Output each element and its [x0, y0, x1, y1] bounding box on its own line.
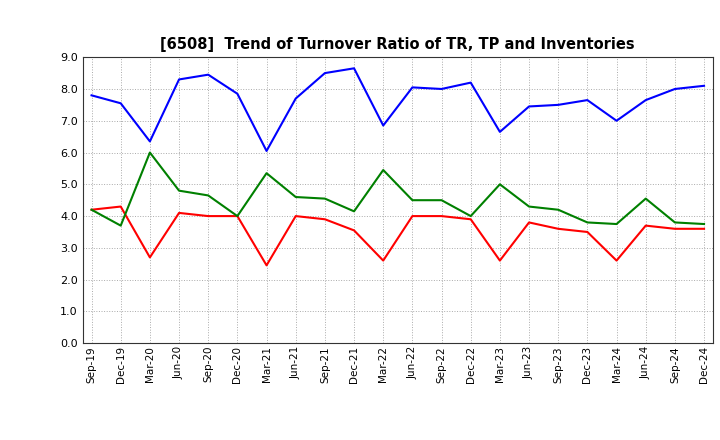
Inventories — [495, 182, 504, 187]
Trade Payables — [554, 102, 562, 107]
Inventories — [525, 204, 534, 209]
Trade Payables — [379, 123, 387, 128]
Inventories — [145, 150, 154, 155]
Inventories — [350, 209, 359, 214]
Inventories — [262, 171, 271, 176]
Trade Payables — [145, 139, 154, 144]
Trade Payables — [87, 93, 96, 98]
Inventories — [204, 193, 212, 198]
Trade Receivables — [145, 255, 154, 260]
Inventories — [467, 213, 475, 219]
Trade Receivables — [350, 228, 359, 233]
Trade Receivables — [320, 216, 329, 222]
Trade Payables — [350, 66, 359, 71]
Inventories — [700, 221, 708, 227]
Trade Payables — [700, 83, 708, 88]
Trade Receivables — [437, 213, 446, 219]
Trade Receivables — [495, 258, 504, 263]
Trade Payables — [670, 86, 679, 92]
Trade Receivables — [175, 210, 184, 216]
Trade Payables — [525, 104, 534, 109]
Inventories — [612, 221, 621, 227]
Trade Receivables — [554, 226, 562, 231]
Trade Payables — [437, 86, 446, 92]
Inventories — [292, 194, 300, 200]
Trade Receivables — [292, 213, 300, 219]
Trade Receivables — [204, 213, 212, 219]
Trade Receivables — [612, 258, 621, 263]
Trade Receivables — [87, 207, 96, 213]
Title: [6508]  Trend of Turnover Ratio of TR, TP and Inventories: [6508] Trend of Turnover Ratio of TR, TP… — [161, 37, 635, 52]
Trade Receivables — [379, 258, 387, 263]
Trade Payables — [408, 85, 417, 90]
Trade Receivables — [262, 263, 271, 268]
Trade Payables — [642, 97, 650, 103]
Inventories — [233, 213, 242, 219]
Inventories — [437, 198, 446, 203]
Trade Receivables — [467, 216, 475, 222]
Trade Payables — [204, 72, 212, 77]
Trade Receivables — [233, 213, 242, 219]
Trade Payables — [175, 77, 184, 82]
Trade Payables — [467, 80, 475, 85]
Trade Payables — [583, 97, 592, 103]
Trade Receivables — [408, 213, 417, 219]
Line: Inventories: Inventories — [91, 153, 704, 226]
Trade Payables — [117, 101, 125, 106]
Inventories — [379, 167, 387, 172]
Trade Receivables — [117, 204, 125, 209]
Trade Receivables — [642, 223, 650, 228]
Inventories — [642, 196, 650, 201]
Trade Receivables — [670, 226, 679, 231]
Trade Receivables — [583, 229, 592, 235]
Inventories — [670, 220, 679, 225]
Inventories — [554, 207, 562, 213]
Trade Receivables — [700, 226, 708, 231]
Trade Payables — [320, 70, 329, 76]
Trade Payables — [233, 91, 242, 96]
Inventories — [583, 220, 592, 225]
Inventories — [175, 188, 184, 193]
Trade Payables — [612, 118, 621, 123]
Trade Payables — [495, 129, 504, 135]
Trade Receivables — [525, 220, 534, 225]
Inventories — [87, 207, 96, 213]
Trade Payables — [262, 148, 271, 154]
Inventories — [117, 223, 125, 228]
Inventories — [408, 198, 417, 203]
Inventories — [320, 196, 329, 201]
Line: Trade Receivables: Trade Receivables — [91, 206, 704, 265]
Line: Trade Payables: Trade Payables — [91, 68, 704, 151]
Trade Payables — [292, 96, 300, 101]
